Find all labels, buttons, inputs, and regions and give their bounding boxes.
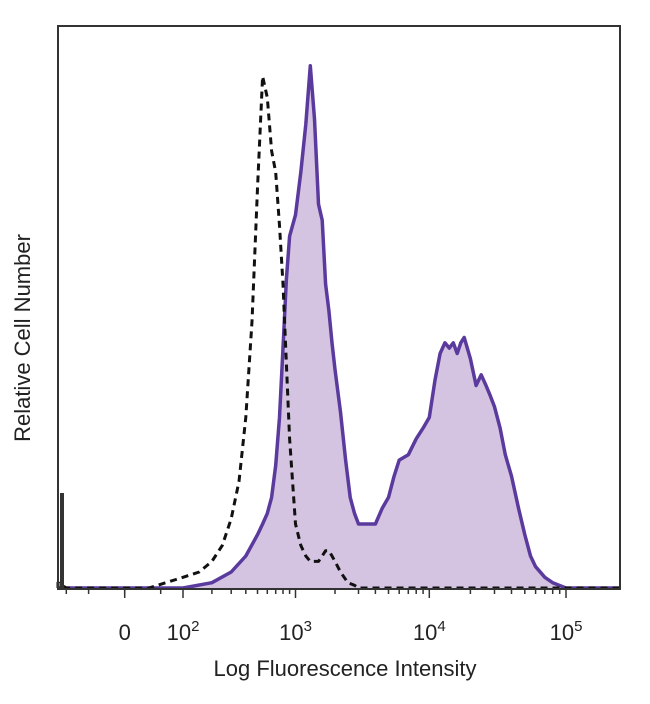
x-tick-label: 105 xyxy=(550,618,583,645)
x-tick-base: 10 xyxy=(550,620,574,645)
series-solid-line xyxy=(58,63,620,590)
x-tick-exponent: 4 xyxy=(437,618,445,635)
plot-layer xyxy=(56,63,620,590)
x-tick-exponent: 5 xyxy=(574,618,582,635)
axis-edge-bar xyxy=(60,493,64,589)
series-dashed-line xyxy=(56,74,620,590)
y-axis-title: Relative Cell Number xyxy=(10,234,35,442)
x-tick-base: 0 xyxy=(119,620,131,645)
x-tick-layer: 0 102 103 104 105 xyxy=(65,589,583,645)
x-tick-base: 10 xyxy=(167,620,191,645)
x-tick-base: 10 xyxy=(279,620,303,645)
plot-frame xyxy=(57,25,621,590)
x-tick-label: 102 xyxy=(167,618,200,645)
x-tick-base: 10 xyxy=(413,620,437,645)
x-tick-exponent: 3 xyxy=(304,618,312,635)
x-tick-label: 103 xyxy=(279,618,312,645)
x-tick-label: 104 xyxy=(413,618,446,645)
x-tick-exponent: 2 xyxy=(191,618,199,635)
x-axis-title: Log Fluorescence Intensity xyxy=(214,656,477,681)
series-area-fill xyxy=(58,65,620,588)
x-tick-label: 0 xyxy=(119,620,131,645)
